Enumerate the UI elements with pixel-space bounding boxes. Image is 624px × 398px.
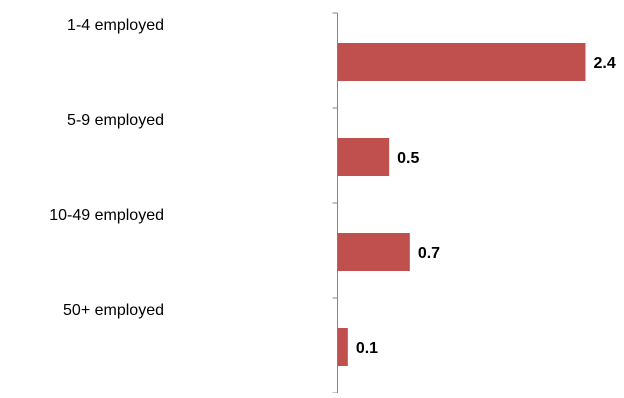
bar bbox=[337, 233, 410, 271]
value-label: 0.7 bbox=[418, 245, 440, 262]
value-label: 0.5 bbox=[397, 150, 419, 167]
value-label: 0.1 bbox=[356, 340, 378, 357]
bar bbox=[337, 138, 390, 176]
category-label: 10-49 employed bbox=[49, 207, 164, 224]
value-label: 2.4 bbox=[594, 55, 616, 72]
category-label: 5-9 employed bbox=[67, 112, 164, 129]
category-label: 1-4 employed bbox=[67, 17, 164, 34]
bar bbox=[337, 328, 348, 366]
category-label: 50+ employed bbox=[63, 302, 164, 319]
bar bbox=[337, 43, 586, 81]
